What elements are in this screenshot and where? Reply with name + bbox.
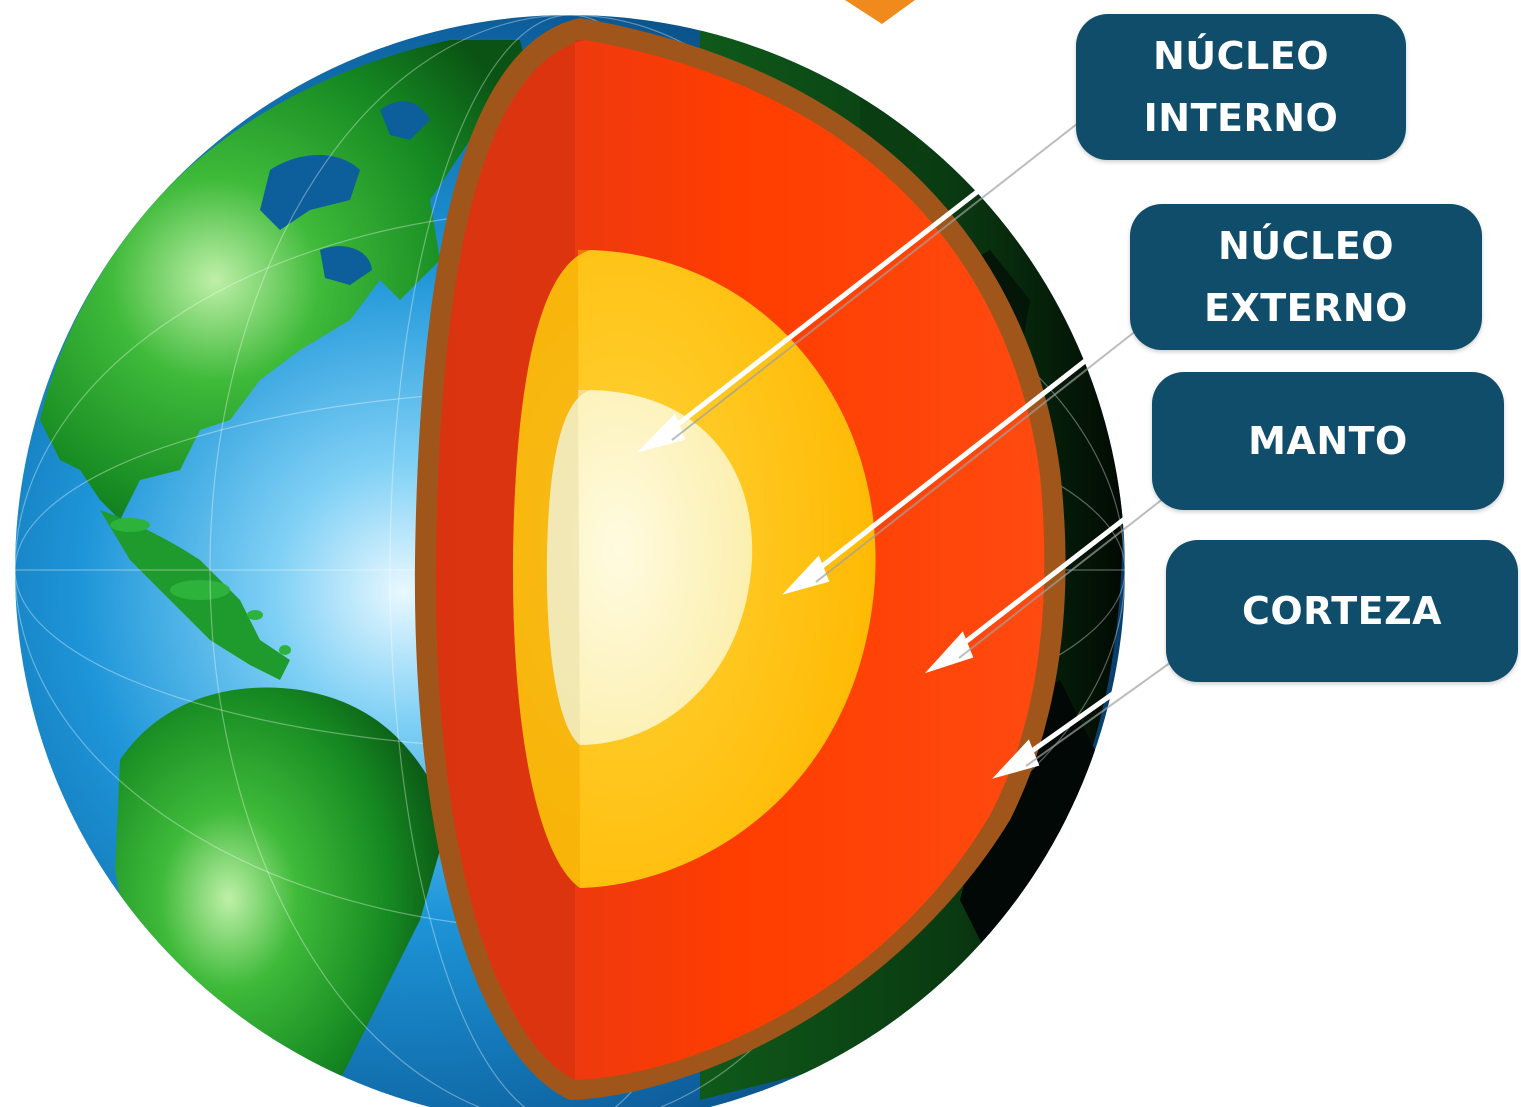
accent-arrow-icon (845, 0, 915, 24)
label-mantle-line-1: MANTO (1248, 419, 1408, 463)
label-outer-core-line-1: NÚCLEO (1217, 224, 1395, 268)
label-crust-line-1: CORTEZA (1241, 589, 1443, 633)
pointer-inner-core (665, 109, 1083, 435)
pointer-outer-core (809, 319, 1138, 577)
label-outer-core: NÚCLEO EXTERNO (1130, 204, 1482, 350)
label-inner-core-line-1: NÚCLEO (1152, 34, 1330, 78)
label-outer-core-line-2: EXTERNO (1203, 286, 1408, 330)
north-america-landmass (40, 40, 540, 520)
label-crust: CORTEZA (1166, 540, 1518, 682)
label-inner-core-line-2: INTERNO (1143, 96, 1339, 140)
pointer-lines (636, 109, 1175, 779)
pointer-crust (1019, 649, 1175, 761)
label-mantle: MANTO (1152, 372, 1504, 510)
label-inner-core: NÚCLEO INTERNO (1076, 14, 1406, 160)
inner-core-layer (546, 390, 753, 745)
pointer-mantle (952, 487, 1165, 653)
cutaway-wedge (414, 18, 1066, 1100)
